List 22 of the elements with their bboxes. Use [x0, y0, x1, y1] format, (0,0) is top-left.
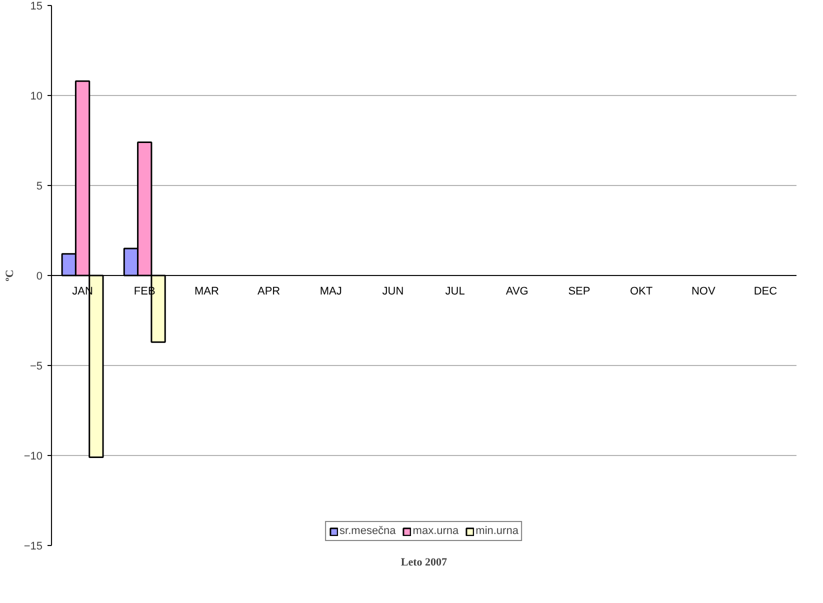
legend-label: min.urna [476, 525, 518, 537]
x-tick-label: MAR [194, 286, 219, 298]
y-tick-label: 10 [30, 90, 43, 102]
x-tick-label: OKT [630, 286, 653, 298]
legend-label: max.urna [412, 525, 459, 537]
y-tick-label: −15 [24, 540, 43, 552]
y-tick-label: 5 [36, 180, 43, 192]
x-tick-label: MAJ [320, 286, 342, 298]
x-tick-label: AVG [506, 286, 528, 298]
x-tick-label: JUL [445, 286, 465, 298]
x-tick-label: JUN [382, 286, 404, 298]
x-tick-label: APR [257, 286, 280, 298]
x-axis-title: Leto 2007 [400, 556, 448, 568]
x-tick-label: DEC [754, 286, 778, 298]
x-tick-label: NOV [691, 286, 716, 298]
y-axis-title: ºC [4, 270, 16, 282]
legend-label: sr.mesečna [340, 525, 396, 537]
y-tick-label: 15 [30, 0, 43, 12]
y-tick-label: −5 [30, 360, 43, 372]
x-tick-label: SEP [568, 286, 590, 298]
y-tick-label: −10 [24, 450, 43, 462]
y-tick-label: 0 [36, 270, 43, 282]
